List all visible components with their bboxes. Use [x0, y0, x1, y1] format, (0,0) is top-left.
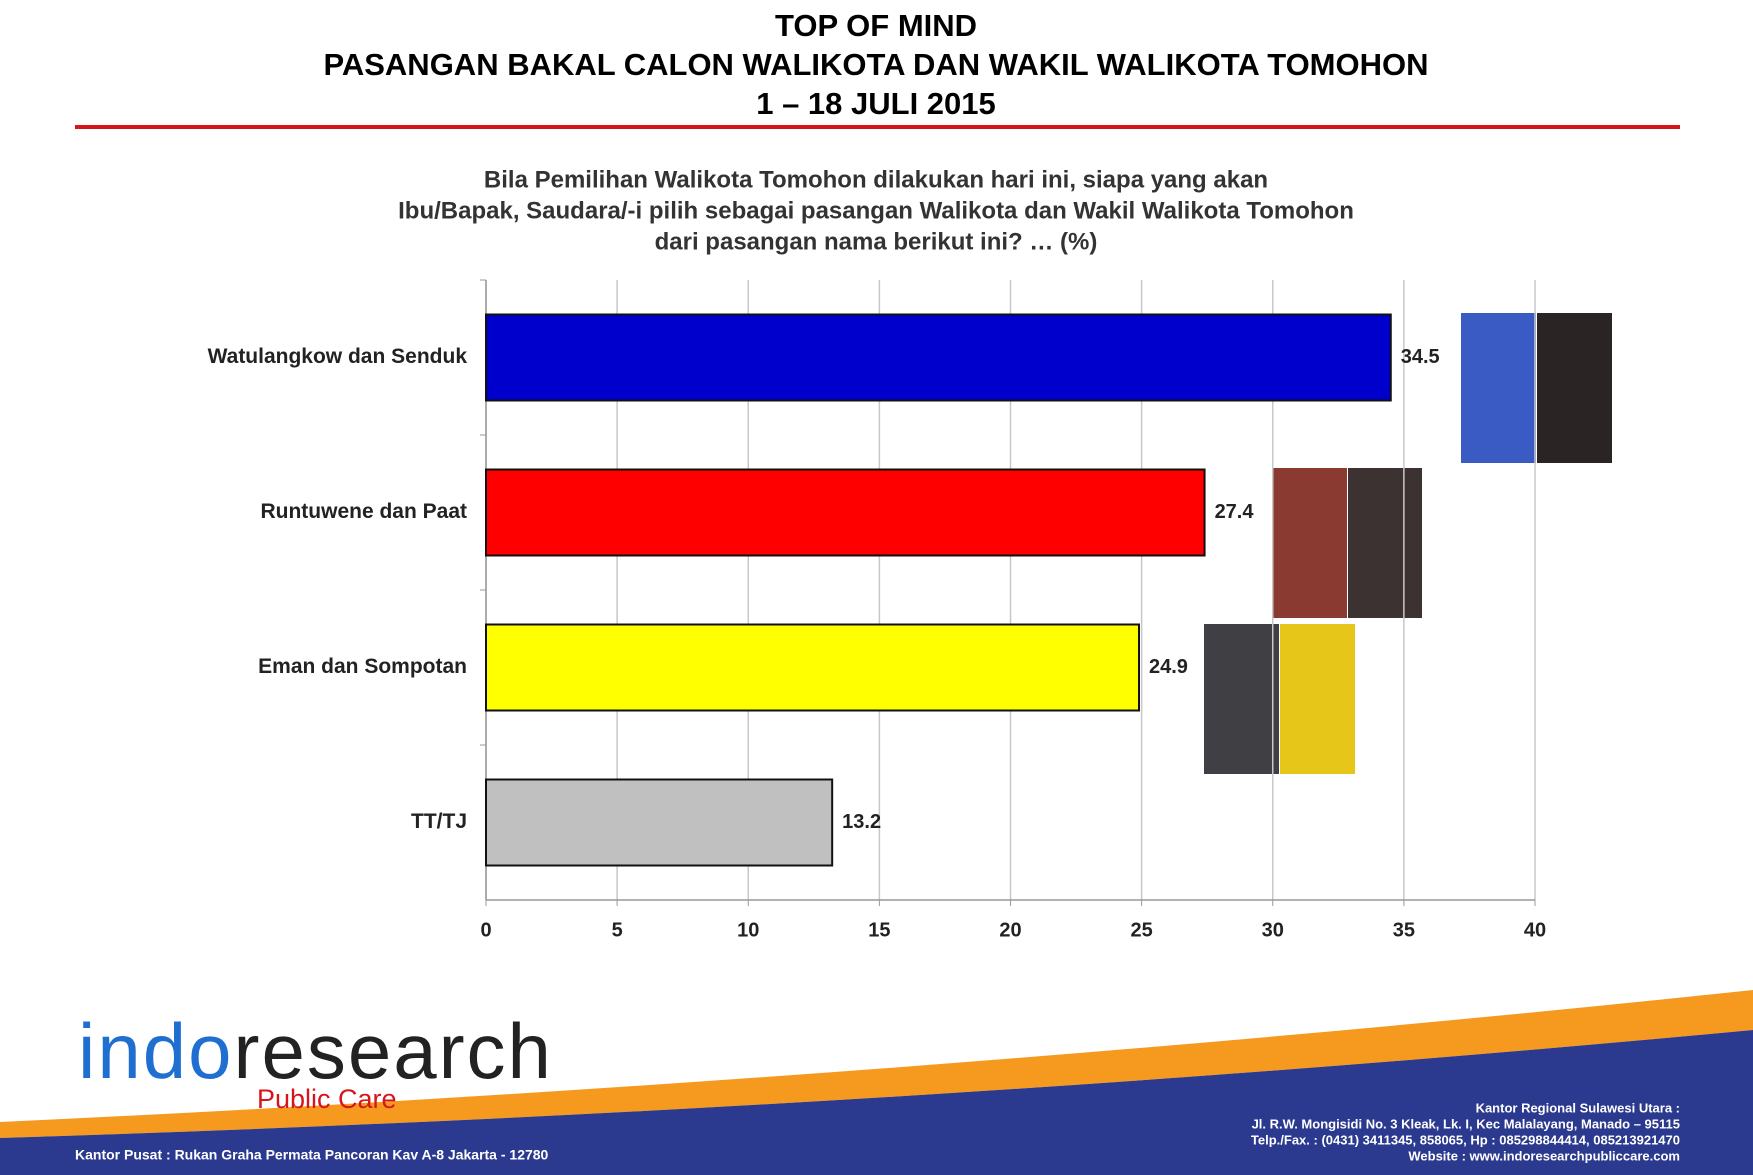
chart-title: 1 – 18 JULI 2015	[756, 86, 996, 121]
chart-title: PASANGAN BAKAL CALON WALIKOTA DAN WAKIL …	[323, 47, 1428, 82]
value-label: 24.9	[1149, 656, 1188, 678]
tagline: Public Care	[257, 1084, 397, 1114]
category-label: Eman dan Sompotan	[258, 655, 467, 678]
photo	[1204, 624, 1279, 774]
photo	[1280, 624, 1355, 774]
x-tick-label: 25	[1131, 919, 1153, 941]
logo-part: indo	[78, 1007, 233, 1095]
photo	[1272, 468, 1347, 618]
x-tick-label: 0	[480, 919, 491, 941]
bar	[485, 623, 1141, 712]
value-label: 27.4	[1215, 501, 1255, 523]
regional-office: Website : www.indoresearchpubliccare.com	[1408, 1148, 1680, 1163]
photos	[1204, 313, 1612, 774]
chart-title: TOP OF MIND	[775, 8, 977, 43]
regional-office: Telp./Fax. : (0431) 3411345, 858065, Hp …	[1251, 1132, 1680, 1147]
photo	[1537, 313, 1612, 463]
bar	[485, 778, 834, 867]
category-label: Watulangkow dan Senduk	[208, 345, 468, 368]
regional-office: Kantor Regional Sulawesi Utara :	[1476, 1100, 1680, 1115]
x-tick-label: 5	[612, 919, 623, 941]
footer-band	[0, 1030, 1753, 1175]
bar	[485, 468, 1206, 557]
x-tick-label: 30	[1262, 919, 1284, 941]
bar	[485, 313, 1392, 402]
value-label: 13.2	[842, 811, 881, 833]
x-tick-label: 35	[1393, 919, 1415, 941]
category-label: Runtuwene dan Paat	[260, 500, 467, 523]
x-tick-label: 15	[868, 919, 890, 941]
x-tick-label: 20	[999, 919, 1021, 941]
swoosh	[0, 990, 1753, 1138]
x-tick-label: 10	[737, 919, 759, 941]
logo: indoresearch	[78, 1007, 553, 1095]
chart-subtitle: Ibu/Bapak, Saudara/-i pilih sebagai pasa…	[398, 197, 1354, 224]
chart-subtitle: dari pasangan nama berikut ini? … (%)	[655, 228, 1098, 255]
category-label: TT/TJ	[411, 810, 467, 833]
regional-office: Jl. R.W. Mongisidi No. 3 Kleak, Lk. I, K…	[1252, 1116, 1680, 1131]
photo	[1348, 468, 1422, 618]
x-tick-label: 40	[1524, 919, 1546, 941]
photo	[1461, 313, 1536, 463]
logo-part: research	[233, 1007, 552, 1095]
value-label: 34.5	[1401, 346, 1440, 368]
head-office: Kantor Pusat : Rukan Graha Permata Panco…	[75, 1147, 549, 1163]
chart-subtitle: Bila Pemilihan Walikota Tomohon dilakuka…	[484, 166, 1268, 193]
